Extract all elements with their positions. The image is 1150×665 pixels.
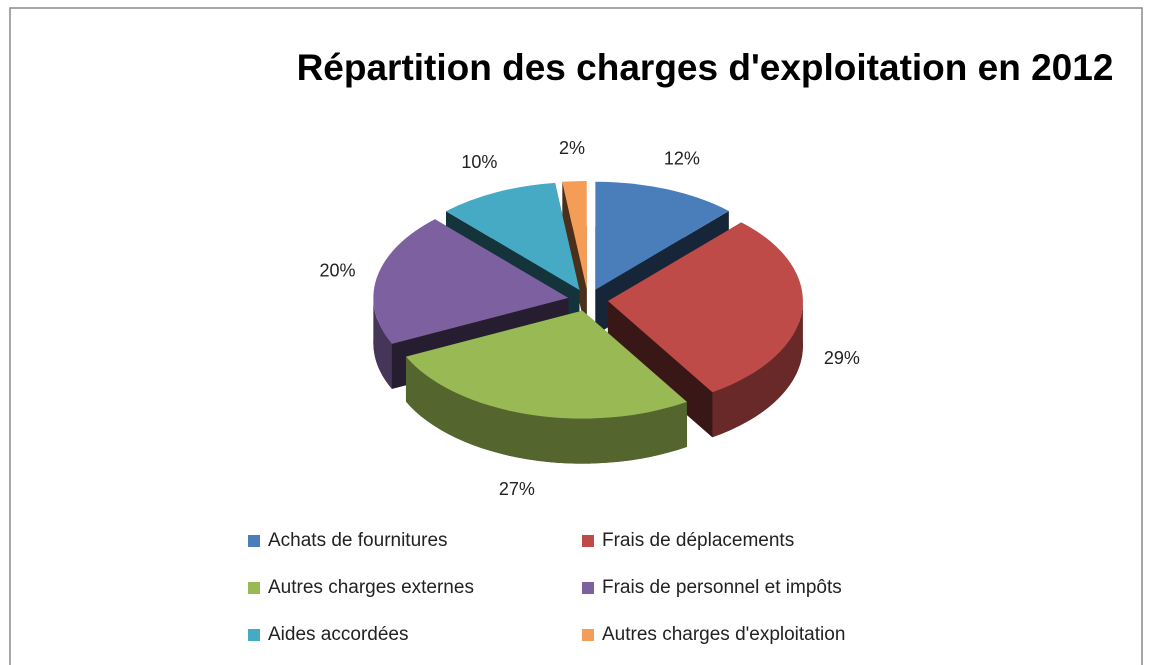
legend-label: Autres charges externes: [268, 577, 474, 598]
legend-swatch: [248, 629, 260, 641]
slice-top: [373, 219, 569, 344]
slice-top: [607, 222, 803, 393]
slice-top: [405, 310, 687, 419]
data-label: 12%: [664, 148, 700, 168]
legend-swatch: [582, 629, 594, 641]
chart-title: Répartition des charges d'exploitation e…: [296, 47, 1114, 88]
slice-top: [562, 180, 587, 289]
legend-swatch: [582, 535, 594, 547]
data-label: 27%: [499, 479, 535, 499]
legend-label: Autres charges d'exploitation: [602, 624, 845, 645]
data-label: 20%: [320, 260, 356, 280]
slice-wall: [562, 181, 587, 334]
slice-side: [373, 297, 392, 389]
legend-swatch: [582, 582, 594, 594]
legend-label: Achats de fournitures: [268, 530, 448, 551]
legend-swatch: [248, 582, 260, 594]
slice-side: [712, 301, 803, 438]
slice: [607, 222, 803, 438]
legend-label: Aides accordées: [268, 624, 408, 645]
legend-label: Frais de déplacements: [602, 530, 794, 551]
slice-side: [405, 356, 687, 464]
data-label: 2%: [559, 138, 585, 158]
slice-top: [595, 181, 729, 290]
data-label: 10%: [461, 152, 497, 172]
legend-label: Frais de personnel et impôts: [602, 577, 842, 598]
slice-top: [445, 182, 580, 290]
data-label: 29%: [824, 348, 860, 368]
legend-swatch: [248, 535, 260, 547]
chart-frame: [9, 7, 1143, 665]
slice: [405, 310, 687, 464]
